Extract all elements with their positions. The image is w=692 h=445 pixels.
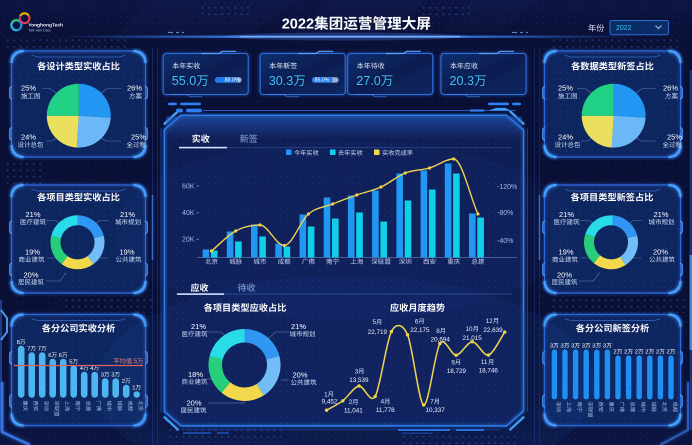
svg-text:3: 3 [101, 372, 104, 378]
svg-text:26%: 26% [127, 84, 142, 93]
svg-text:25%: 25% [667, 133, 682, 142]
svg-text:26%: 26% [663, 84, 678, 93]
svg-text:11,041: 11,041 [344, 408, 363, 415]
svg-text:20%: 20% [24, 271, 39, 280]
svg-text:2: 2 [614, 350, 617, 356]
svg-text:25%: 25% [21, 84, 36, 93]
svg-text:13,539: 13,539 [349, 377, 369, 384]
svg-text:3: 3 [111, 372, 114, 378]
svg-text:2: 2 [349, 399, 353, 406]
svg-text:12: 12 [486, 318, 494, 325]
svg-text:-80%: -80% [497, 210, 513, 217]
svg-text:6: 6 [48, 353, 51, 359]
svg-text:2: 2 [645, 350, 648, 356]
svg-text:20%: 20% [653, 248, 668, 257]
svg-text:Talk with Data: Talk with Data [28, 29, 50, 33]
svg-text:22,175: 22,175 [410, 327, 430, 334]
svg-text:18%: 18% [188, 370, 203, 379]
svg-text:55.0: 55.0 [172, 74, 197, 88]
svg-text:24%: 24% [558, 133, 573, 142]
svg-text:1: 1 [324, 391, 328, 398]
svg-text:4: 4 [80, 366, 84, 372]
svg-text:22,719: 22,719 [368, 329, 388, 336]
svg-text:21%: 21% [120, 210, 135, 219]
svg-text:21%: 21% [291, 322, 306, 331]
svg-text:8: 8 [436, 328, 440, 335]
svg-text:30.3: 30.3 [269, 74, 294, 88]
svg-text:20%: 20% [557, 271, 572, 280]
svg-text:21%: 21% [191, 322, 206, 331]
svg-text:3: 3 [592, 344, 595, 350]
svg-text:19%: 19% [559, 248, 574, 257]
svg-text:21%: 21% [559, 210, 574, 219]
svg-text:6: 6 [415, 318, 419, 325]
svg-text:6: 6 [59, 353, 62, 359]
svg-text:85.0%: 85.0% [315, 78, 330, 84]
svg-text:9,452: 9,452 [322, 398, 338, 405]
svg-text:21,015: 21,015 [463, 335, 483, 342]
svg-text:25%: 25% [558, 84, 573, 93]
svg-text:3: 3 [571, 344, 574, 350]
svg-text:4: 4 [90, 366, 94, 372]
svg-text:20K: 20K [182, 237, 195, 244]
svg-text:5: 5 [69, 359, 72, 365]
svg-text:5: 5 [373, 319, 377, 326]
svg-text:2: 2 [667, 350, 670, 356]
svg-text:21%: 21% [26, 210, 41, 219]
svg-text:3: 3 [550, 344, 553, 350]
svg-text:-40%: -40% [497, 238, 513, 245]
svg-text:18,746: 18,746 [479, 368, 499, 375]
svg-text:20%: 20% [293, 371, 308, 380]
svg-text:22,639: 22,639 [483, 327, 503, 334]
svg-text:YonghongTech: YonghongTech [28, 22, 63, 28]
svg-text:9: 9 [451, 359, 455, 366]
svg-text:2: 2 [656, 350, 659, 356]
svg-text:3: 3 [561, 344, 564, 350]
svg-text:20%: 20% [187, 399, 202, 408]
svg-text:2: 2 [624, 350, 627, 356]
svg-text:2: 2 [122, 379, 125, 385]
svg-text:-120%: -120% [497, 184, 517, 191]
svg-text:2: 2 [635, 350, 638, 356]
svg-text:20,694: 20,694 [431, 337, 451, 344]
svg-text:2022: 2022 [616, 25, 632, 32]
svg-text:7: 7 [430, 399, 434, 406]
svg-text:60K: 60K [182, 183, 195, 190]
svg-text:88.0%: 88.0% [225, 78, 240, 84]
svg-text:19%: 19% [120, 248, 135, 257]
svg-text:11,778: 11,778 [376, 407, 395, 414]
svg-text:24%: 24% [21, 133, 36, 142]
svg-text:7: 7 [38, 346, 41, 352]
svg-text:10: 10 [466, 326, 474, 333]
svg-text:8: 8 [17, 340, 20, 346]
svg-text:7: 7 [27, 346, 30, 352]
svg-text::5: :5 [132, 358, 138, 365]
svg-text:2022: 2022 [282, 17, 314, 33]
svg-text:25%: 25% [131, 133, 146, 142]
svg-text:27.0: 27.0 [356, 74, 381, 88]
svg-text:3: 3 [603, 344, 606, 350]
svg-text:3: 3 [582, 344, 585, 350]
svg-text:1: 1 [132, 385, 135, 391]
svg-text:18,729: 18,729 [447, 368, 467, 375]
svg-text:40K: 40K [182, 210, 195, 217]
svg-text:21%: 21% [654, 210, 669, 219]
svg-text:10,337: 10,337 [426, 407, 446, 414]
svg-text:20.3: 20.3 [450, 74, 475, 88]
svg-text:11: 11 [481, 359, 488, 366]
svg-text:19%: 19% [25, 248, 40, 257]
svg-text:3: 3 [355, 369, 359, 376]
svg-text:4: 4 [381, 399, 385, 406]
